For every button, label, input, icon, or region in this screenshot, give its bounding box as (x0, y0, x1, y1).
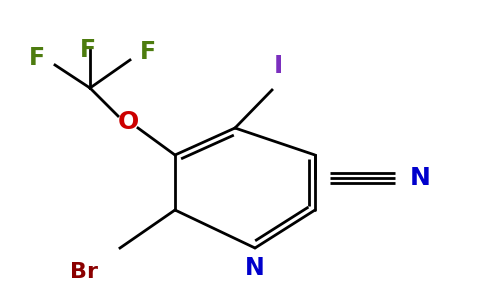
Text: I: I (273, 54, 283, 78)
Text: N: N (410, 166, 431, 190)
Text: O: O (118, 110, 138, 134)
Text: F: F (80, 38, 96, 62)
Text: F: F (140, 40, 156, 64)
Text: Br: Br (70, 262, 98, 282)
Text: F: F (29, 46, 45, 70)
Text: N: N (245, 256, 265, 280)
